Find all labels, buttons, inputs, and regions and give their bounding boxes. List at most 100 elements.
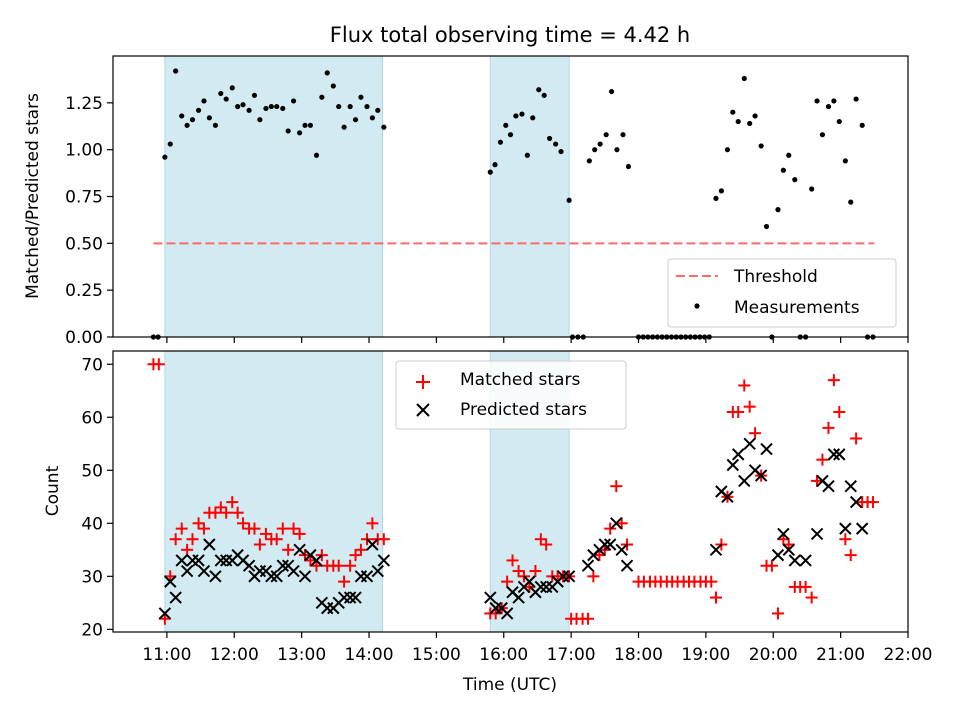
matched-star-marker bbox=[270, 533, 283, 546]
x-stroke bbox=[377, 554, 391, 567]
y-tick-label: 50 bbox=[81, 461, 103, 481]
x-stroke bbox=[236, 554, 250, 567]
x-stroke bbox=[512, 591, 525, 604]
matched-star-marker bbox=[192, 517, 205, 530]
predicted-star-marker bbox=[484, 591, 497, 604]
chart-title: Flux total observing time = 4.42 h bbox=[330, 23, 690, 47]
matched-star-marker bbox=[253, 538, 266, 551]
matched-star-marker bbox=[231, 506, 244, 519]
ratio-legend-box bbox=[667, 258, 897, 328]
predicted-star-marker bbox=[822, 479, 835, 493]
x-stroke bbox=[732, 448, 745, 461]
x-stroke bbox=[715, 485, 728, 498]
matched-star-marker bbox=[259, 527, 272, 540]
predicted-star-marker bbox=[562, 570, 576, 583]
x-stroke bbox=[214, 554, 228, 567]
predicted-star-marker bbox=[270, 570, 283, 583]
measurement-point bbox=[189, 117, 196, 123]
measurement-point bbox=[313, 152, 320, 158]
matched-star-marker bbox=[226, 496, 239, 509]
measurement-point bbox=[179, 113, 185, 119]
threshold-legend-label: Threshold bbox=[733, 267, 818, 287]
predicted-star-marker bbox=[377, 554, 391, 567]
x-stroke bbox=[197, 564, 211, 578]
matched-star-marker bbox=[866, 496, 879, 509]
measurement-point bbox=[513, 113, 519, 119]
measurement-point bbox=[718, 188, 724, 194]
y-tick-label: 40 bbox=[81, 514, 103, 534]
matched-star-marker bbox=[816, 453, 829, 466]
x-stroke bbox=[523, 575, 536, 588]
matched-star-marker bbox=[282, 543, 295, 556]
measurement-point bbox=[212, 122, 219, 128]
measurement-point bbox=[592, 147, 598, 153]
matched-star-marker bbox=[705, 575, 718, 588]
measurement-point bbox=[741, 75, 747, 82]
predicted-star-marker bbox=[276, 559, 289, 572]
count-legend: Matched stars Predicted stars bbox=[395, 360, 627, 430]
predicted-star-marker bbox=[726, 458, 740, 472]
predicted-star-marker bbox=[164, 575, 177, 588]
x-stroke bbox=[810, 527, 824, 541]
predicted-star-marker bbox=[620, 559, 634, 572]
measurement-point bbox=[240, 102, 246, 108]
predicted-star-marker bbox=[265, 570, 278, 583]
matched-star-marker bbox=[181, 543, 194, 556]
measurement-point bbox=[167, 141, 173, 147]
measurement-point bbox=[620, 132, 626, 138]
predicted-star-marker bbox=[615, 543, 628, 557]
x-stroke bbox=[620, 559, 634, 572]
matched-star-marker bbox=[248, 522, 261, 535]
measurement-point bbox=[319, 94, 325, 100]
x-tick-label: 18:00 bbox=[614, 645, 663, 665]
matched-star-marker bbox=[749, 427, 762, 440]
measurement-point bbox=[336, 103, 342, 110]
measurement-point bbox=[842, 158, 848, 164]
measurement-point bbox=[324, 70, 330, 76]
predicted-star-marker bbox=[827, 448, 841, 461]
x-stroke bbox=[610, 517, 623, 530]
measurement-point bbox=[730, 109, 736, 115]
measurement-point bbox=[553, 141, 559, 147]
predicted-star-marker bbox=[810, 527, 824, 541]
matched-star-marker bbox=[839, 533, 852, 546]
x-stroke bbox=[726, 458, 740, 472]
measurement-point bbox=[503, 122, 509, 128]
x-stroke bbox=[849, 495, 863, 509]
y-tick-label: 60 bbox=[81, 408, 103, 428]
x-tick-label: 21:00 bbox=[816, 645, 865, 665]
measurement-point bbox=[792, 177, 798, 183]
matched-star-marker bbox=[534, 533, 547, 546]
predicted-star-marker bbox=[839, 522, 852, 535]
measurement-point bbox=[364, 103, 370, 110]
ratio-y-axis-label: Matched/Predicted stars bbox=[23, 93, 43, 299]
matched-star-marker bbox=[743, 400, 756, 413]
x-stroke bbox=[534, 580, 548, 594]
predicted-star-marker bbox=[180, 564, 194, 578]
x-stroke bbox=[799, 554, 812, 567]
predicted-star-marker bbox=[760, 442, 773, 456]
measurement-point bbox=[859, 122, 865, 128]
matched-star-marker bbox=[377, 533, 390, 546]
predicted-star-marker bbox=[534, 580, 548, 594]
x-stroke bbox=[276, 559, 289, 572]
matched-star-marker bbox=[827, 374, 840, 387]
predicted-star-marker bbox=[721, 490, 734, 504]
y-tick-label: 0.00 bbox=[65, 328, 103, 348]
count-legend-box bbox=[395, 360, 627, 430]
x-stroke bbox=[748, 464, 762, 477]
predicted-star-marker bbox=[709, 543, 723, 557]
observing-window-band bbox=[489, 55, 570, 338]
measurement-point bbox=[307, 122, 314, 128]
measurement-point bbox=[530, 115, 536, 121]
observing-window-band bbox=[164, 55, 383, 338]
measurement-point bbox=[290, 98, 297, 104]
x-stroke bbox=[242, 559, 256, 572]
matched-star-marker bbox=[332, 559, 345, 572]
y-tick-label: 30 bbox=[81, 567, 103, 587]
predicted-star-marker bbox=[349, 591, 362, 604]
measurement-point bbox=[831, 98, 837, 104]
x-stroke bbox=[343, 591, 357, 604]
measurement-point bbox=[492, 162, 498, 168]
